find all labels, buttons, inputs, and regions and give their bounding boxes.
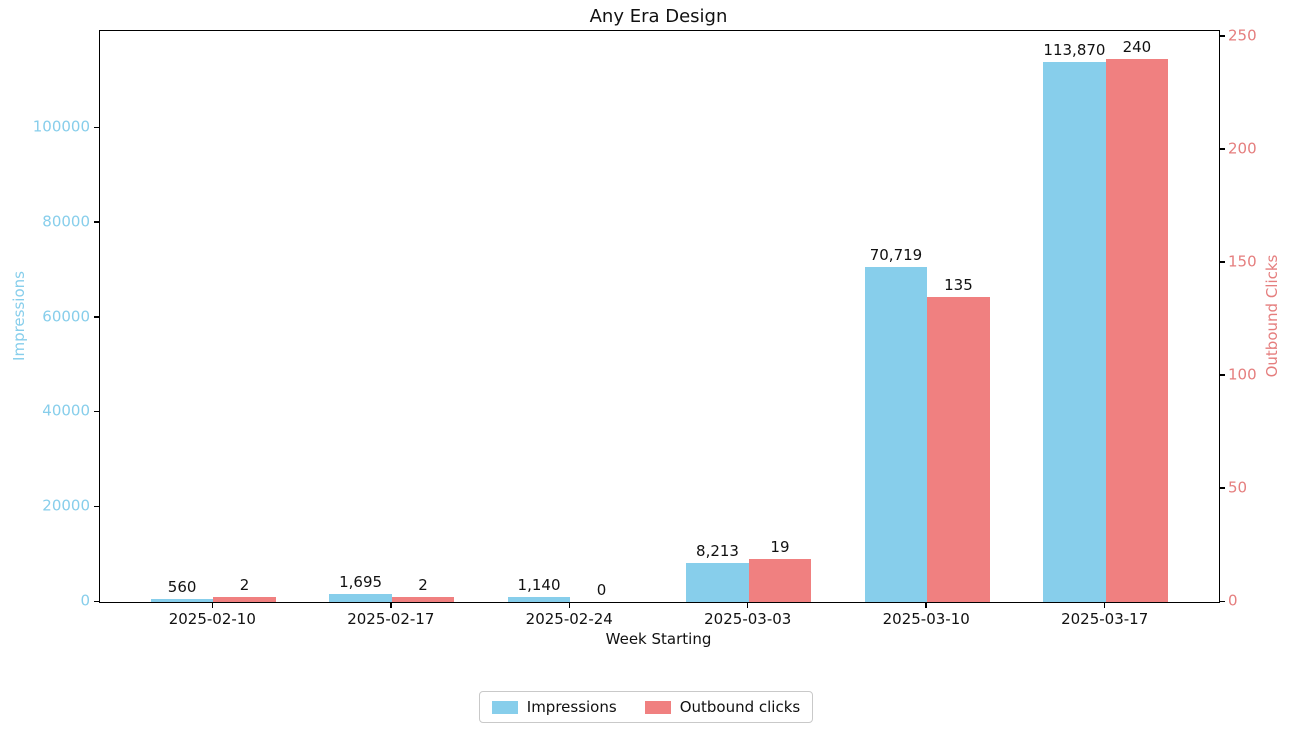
y-axis-right-label: Outbound Clicks	[1263, 254, 1281, 378]
y-tick-label-left: 60000	[42, 307, 90, 326]
bar-value-label: 560	[167, 578, 197, 597]
y-tick-label-left: 20000	[42, 496, 90, 515]
x-tick-label: 2025-03-17	[1061, 610, 1149, 628]
x-tick	[746, 602, 749, 608]
bar-value-label: 1,140	[517, 575, 561, 594]
bar-value-label: 2	[418, 576, 428, 595]
legend-item-outbound-clicks: Outbound clicks	[644, 698, 801, 716]
legend-container: Impressions Outbound clicks	[0, 691, 1292, 723]
y-tick-left	[94, 316, 99, 318]
y-tick-label-right: 50	[1228, 478, 1248, 497]
y-tick-right	[1219, 261, 1225, 263]
bar-value-label: 1,695	[339, 572, 383, 591]
x-tick	[211, 602, 214, 608]
bar-impressions	[686, 563, 749, 602]
x-tick	[925, 602, 927, 608]
x-tick-label: 2025-03-03	[704, 610, 792, 628]
y-tick-left	[94, 410, 99, 413]
bar-impressions	[864, 266, 928, 602]
y-tick-label-right: 100	[1228, 365, 1257, 384]
y-tick-label-left: 80000	[42, 212, 90, 231]
x-axis-label: Week Starting	[605, 630, 712, 648]
y-tick-label-right: 150	[1228, 252, 1257, 271]
y-tick-left	[94, 505, 99, 508]
legend-swatch-outbound-clicks	[644, 700, 671, 714]
bar-value-label: 8,213	[696, 542, 739, 561]
bar-impressions	[1043, 62, 1106, 602]
chart-title: Any Era Design	[589, 6, 728, 27]
y-tick-label-left: 0	[80, 591, 90, 610]
x-tick-label: 2025-03-10	[882, 610, 970, 628]
y-tick-right	[1219, 600, 1225, 602]
y-tick-label-right: 250	[1228, 26, 1257, 45]
bar-value-label: 19	[770, 538, 790, 557]
y-tick-label-left: 40000	[42, 401, 90, 420]
bar-outbound-clicks	[1105, 59, 1169, 602]
plot-area: 560 1,695 1,140 8,213 70,719 113,870 2 2 0 19 135 2…	[99, 30, 1220, 603]
bar-impressions	[150, 599, 214, 602]
legend: Impressions Outbound clicks	[478, 691, 814, 723]
bar-value-label: 135	[944, 275, 973, 294]
x-tick-label: 2025-02-10	[168, 610, 256, 628]
legend-swatch-impressions	[491, 700, 518, 714]
y-tick-right	[1219, 487, 1225, 489]
x-tick	[568, 602, 570, 608]
x-tick	[1103, 602, 1106, 608]
y-tick-label-right: 0	[1228, 591, 1238, 610]
y-tick-label-right: 200	[1228, 139, 1257, 158]
bar-value-label: 240	[1122, 38, 1152, 57]
legend-item-impressions: Impressions	[491, 698, 617, 716]
bar-value-label: 113,870	[1043, 41, 1106, 60]
bar-value-label: 70,719	[869, 245, 923, 264]
bar-outbound-clicks	[927, 296, 990, 602]
y-tick-right	[1219, 148, 1225, 150]
y-tick-right	[1219, 374, 1225, 376]
bar-value-label: 0	[596, 581, 607, 599]
bar-outbound-clicks	[213, 597, 276, 602]
bar-outbound-clicks	[748, 559, 812, 602]
bar-value-label: 2	[239, 576, 250, 595]
y-tick-left	[94, 600, 99, 602]
x-tick-label: 2025-02-24	[525, 610, 613, 628]
y-tick-right	[1219, 35, 1225, 37]
bar-impressions	[507, 596, 571, 602]
y-tick-left	[94, 221, 99, 223]
legend-label-outbound-clicks: Outbound clicks	[679, 698, 801, 716]
bar-impressions	[329, 593, 392, 602]
legend-label-impressions: Impressions	[526, 698, 617, 716]
bar-outbound-clicks	[391, 597, 455, 602]
x-tick-label: 2025-02-17	[347, 610, 435, 628]
x-tick	[390, 602, 392, 608]
y-tick-left	[94, 126, 99, 129]
y-tick-label-left: 100000	[32, 117, 90, 136]
